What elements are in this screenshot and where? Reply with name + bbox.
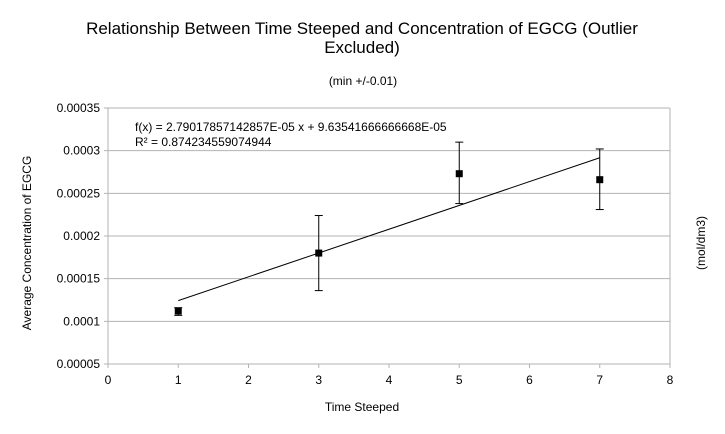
x-tick-label: 1 <box>175 373 182 387</box>
trendline-equation: f(x) = 2.79017857142857E-05 x + 9.635416… <box>135 120 447 134</box>
x-tick-label: 2 <box>245 373 252 387</box>
x-tick-label: 6 <box>526 373 533 387</box>
y-tick-label: 0.0003 <box>63 144 100 158</box>
y-tick-label: 0.00015 <box>57 272 101 286</box>
x-axis-title: Time Steeped <box>325 400 399 414</box>
x-tick-label: 5 <box>456 373 463 387</box>
chart-title-line-2: Excluded) <box>324 38 400 57</box>
x-tick-label: 7 <box>596 373 603 387</box>
data-point-marker <box>596 176 604 184</box>
y-axis-ticks: 0.00005 0.0001 0.00015 0.0002 0.00025 0.0003 0… <box>57 101 101 371</box>
chart-subtitle: (min +/-0.01) <box>329 74 397 88</box>
data-point-marker <box>455 170 463 178</box>
grid <box>104 107 671 365</box>
y-tick-label: 0.0001 <box>63 314 100 328</box>
y-tick-label: 0.00005 <box>57 357 101 371</box>
x-tick-label: 8 <box>667 373 674 387</box>
data-point-marker <box>174 307 182 315</box>
x-tick-label: 4 <box>386 373 393 387</box>
trendline <box>178 157 600 302</box>
x-axis-ticks: 0 1 2 3 4 5 6 7 8 <box>105 364 674 387</box>
y-axis-unit-label: (mol/dm3) <box>694 216 708 270</box>
data-point-marker <box>315 249 323 257</box>
r-squared: R² = 0.874234559074944 <box>135 135 272 149</box>
data-points <box>174 170 604 315</box>
y-tick-label: 0.00035 <box>57 101 101 115</box>
y-axis-title: Average Concentration of EGCG <box>20 156 34 331</box>
x-tick-label: 3 <box>315 373 322 387</box>
y-tick-label: 0.00025 <box>57 186 101 200</box>
y-tick-label: 0.0002 <box>63 229 100 243</box>
x-tick-label: 0 <box>105 373 112 387</box>
chart-title-line-1: Relationship Between Time Steeped and Co… <box>86 19 638 38</box>
